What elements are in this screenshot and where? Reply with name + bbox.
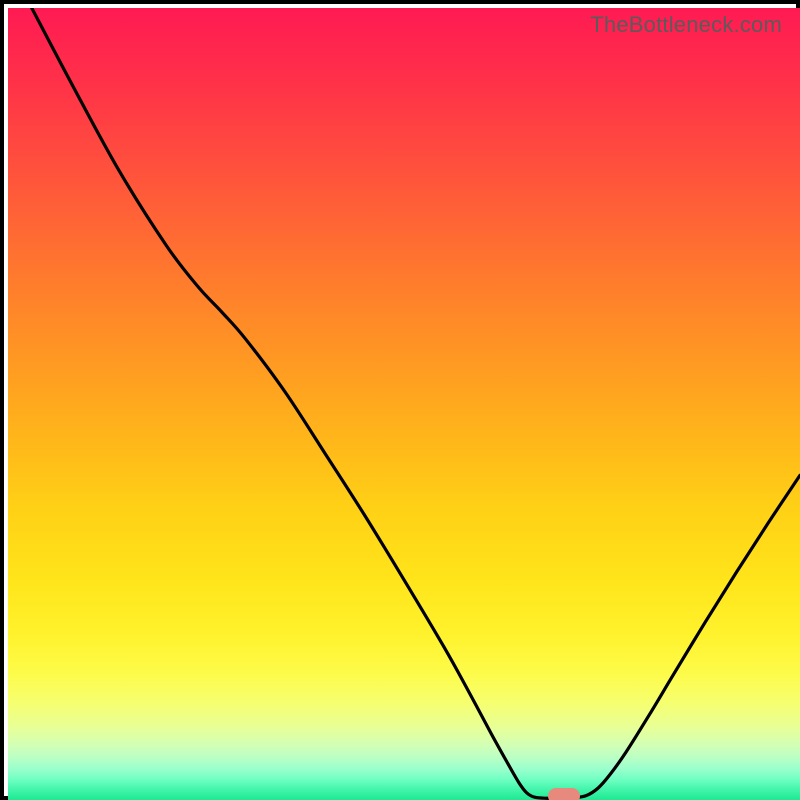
- watermark-text: TheBottleneck.com: [590, 12, 782, 38]
- chart-svg: [8, 8, 800, 800]
- plot-area: TheBottleneck.com: [8, 8, 792, 792]
- chart-frame: TheBottleneck.com: [0, 0, 800, 800]
- gradient-background: [8, 8, 800, 800]
- optimum-marker: [548, 788, 580, 800]
